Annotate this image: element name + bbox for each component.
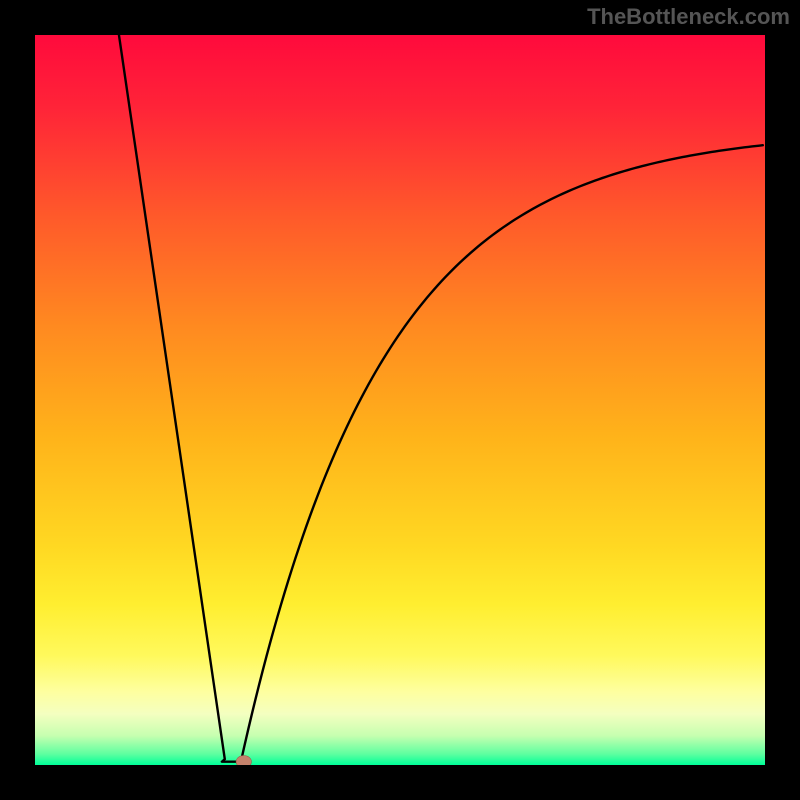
chart-plot-area [35, 35, 765, 765]
watermark-text: TheBottleneck.com [587, 4, 790, 30]
chart-svg [35, 35, 765, 765]
vertex-marker [236, 756, 251, 765]
gradient-rect [35, 35, 765, 765]
